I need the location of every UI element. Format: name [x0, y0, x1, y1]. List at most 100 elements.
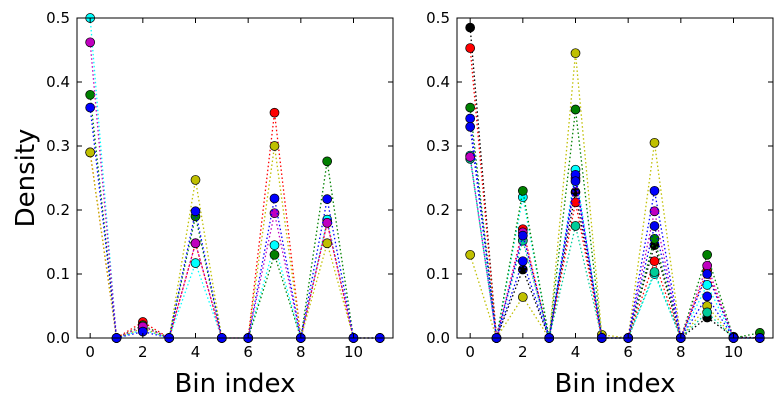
y-tick-label: 0.5	[46, 9, 70, 27]
data-point	[649, 185, 660, 196]
x-tick-label: 0	[465, 343, 475, 361]
y-tick-label: 0.0	[46, 329, 70, 347]
data-point	[465, 249, 476, 260]
data-point	[517, 292, 528, 302]
x-tick-label: 8	[296, 343, 306, 361]
data-point	[322, 194, 333, 204]
data-point	[702, 307, 713, 318]
y-tick-label: 0.2	[426, 201, 450, 219]
data-point	[570, 104, 581, 115]
data-point	[322, 217, 333, 228]
data-point	[702, 260, 713, 271]
series-line	[89, 17, 380, 339]
data-point	[649, 137, 660, 148]
series-1	[85, 107, 385, 343]
x-axis-label: Bin index	[175, 369, 296, 399]
data-point	[269, 240, 280, 251]
series-4	[465, 102, 765, 343]
x-tick-label: 8	[676, 343, 686, 361]
data-point	[517, 185, 528, 196]
plot-frame	[456, 17, 774, 339]
data-point	[85, 37, 96, 48]
data-point	[190, 206, 201, 217]
data-point	[269, 107, 280, 118]
x-tick-label: 10	[724, 343, 743, 361]
series-line	[469, 155, 760, 340]
data-point	[465, 121, 476, 132]
data-point	[465, 43, 476, 53]
series-0	[85, 13, 385, 343]
data-point	[465, 152, 476, 162]
series-line	[89, 107, 380, 339]
y-tick-label: 0.3	[46, 137, 70, 155]
series-3	[85, 89, 385, 343]
data-point	[269, 141, 280, 151]
series-7	[465, 113, 765, 343]
series-8	[465, 121, 765, 343]
x-tick-label: 6	[623, 343, 633, 361]
series-line	[469, 27, 760, 341]
x-tick-label: 2	[138, 343, 148, 361]
chart-panel-right: 0 2 4 6 8 10 0.0 0.1 0.2 0.3 0.4 0.5 Bin index	[426, 9, 774, 399]
y-tick-label: 0.4	[426, 73, 450, 91]
y-tick-label: 0.2	[46, 201, 70, 219]
plot-frame	[76, 17, 394, 339]
series-line	[469, 48, 760, 340]
data-point	[322, 238, 333, 249]
series-2	[465, 22, 765, 343]
data-point	[465, 102, 476, 113]
data-point	[649, 267, 660, 277]
data-point	[85, 147, 96, 158]
data-point	[269, 193, 280, 204]
data-point	[465, 113, 476, 124]
series-6	[465, 152, 765, 343]
data-point	[517, 256, 528, 267]
data-point	[517, 230, 528, 241]
data-point	[702, 249, 713, 260]
x-tick-label: 0	[85, 343, 95, 361]
data-point	[702, 269, 713, 279]
data-point	[465, 22, 476, 33]
y-axis-label: Density	[11, 129, 41, 228]
series-line	[469, 53, 760, 340]
data-point	[85, 89, 96, 100]
series-0	[465, 48, 765, 343]
data-point	[649, 221, 660, 231]
series-line	[89, 42, 380, 339]
data-point	[190, 238, 201, 249]
y-tick-label: 0.4	[46, 73, 70, 91]
data-point	[649, 206, 660, 217]
y-tick-label: 0.5	[426, 9, 450, 27]
y-tick-label: 0.0	[426, 329, 450, 347]
x-tick-label: 10	[344, 343, 363, 361]
series-4	[85, 37, 385, 343]
x-tick-label: 4	[191, 343, 201, 361]
series-line	[89, 145, 380, 339]
x-tick-label: 2	[518, 343, 528, 361]
data-point	[570, 176, 581, 187]
series-line	[89, 94, 380, 339]
x-tick-label: 4	[571, 343, 581, 361]
series-line	[469, 126, 760, 341]
data-point	[190, 258, 201, 268]
chart-panel-left: 0 2 4 6 8 10 0.0 0.1 0.2 0.3 0.4 0.5 Bin index Dens…	[11, 9, 394, 399]
series-5	[465, 153, 765, 343]
series-5	[85, 102, 385, 343]
data-point	[702, 291, 713, 302]
series-3	[465, 43, 765, 343]
y-tick-label: 0.3	[426, 137, 450, 155]
data-point	[570, 221, 581, 231]
x-axis-label: Bin index	[555, 369, 676, 399]
y-tick-label: 0.1	[426, 265, 450, 283]
y-tick-label: 0.1	[46, 265, 70, 283]
x-tick-label: 6	[243, 343, 253, 361]
data-point	[269, 249, 280, 260]
data-point	[322, 156, 333, 167]
series-line	[469, 118, 760, 340]
data-point	[649, 256, 660, 267]
data-point	[570, 48, 581, 59]
data-point	[85, 102, 96, 113]
data-point	[190, 175, 201, 185]
series-line	[469, 158, 760, 340]
